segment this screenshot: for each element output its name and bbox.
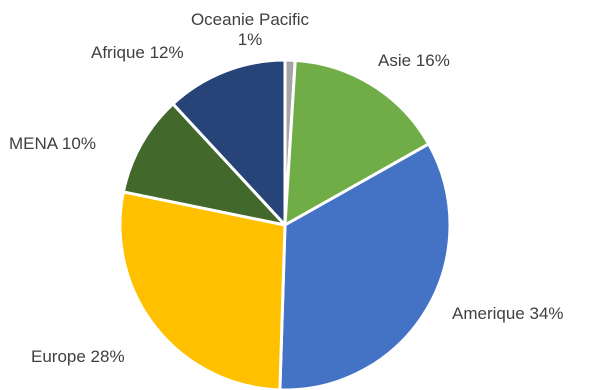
data-label-europe-percent: 28% bbox=[90, 347, 125, 366]
data-label-america-percent: 34% bbox=[529, 304, 564, 323]
data-label-asia-name: Asie bbox=[378, 51, 416, 70]
data-label-oceania-pacific-name: Oceanie Pacific bbox=[190, 10, 310, 29]
data-label-oceania-pacific-percent: 1% bbox=[237, 30, 263, 49]
pie-slice-asia bbox=[283, 58, 431, 227]
data-label-mena: MENA 10% bbox=[9, 134, 96, 154]
data-label-africa: Afrique 12% bbox=[91, 43, 184, 63]
pie-slice-america bbox=[278, 142, 452, 390]
data-label-mena-percent: 10% bbox=[61, 134, 96, 153]
pie-slice-africa bbox=[171, 58, 287, 227]
data-label-mena-name: MENA bbox=[9, 134, 62, 153]
pie-slice-europe bbox=[118, 190, 287, 390]
data-label-africa-name: Afrique bbox=[91, 43, 150, 62]
data-label-oceania-pacific: Oceanie Pacific 1% bbox=[175, 10, 325, 50]
data-label-america: Amerique 34% bbox=[452, 304, 564, 324]
data-label-asia-percent: 16% bbox=[415, 51, 450, 70]
data-label-america-name: Amerique bbox=[452, 304, 530, 323]
data-label-africa-percent: 12% bbox=[149, 43, 184, 62]
data-label-europe-name: Europe bbox=[31, 347, 91, 366]
pie-slice-mena bbox=[121, 102, 287, 227]
data-label-europe: Europe 28% bbox=[31, 347, 125, 367]
data-label-asia: Asie 16% bbox=[378, 51, 450, 71]
